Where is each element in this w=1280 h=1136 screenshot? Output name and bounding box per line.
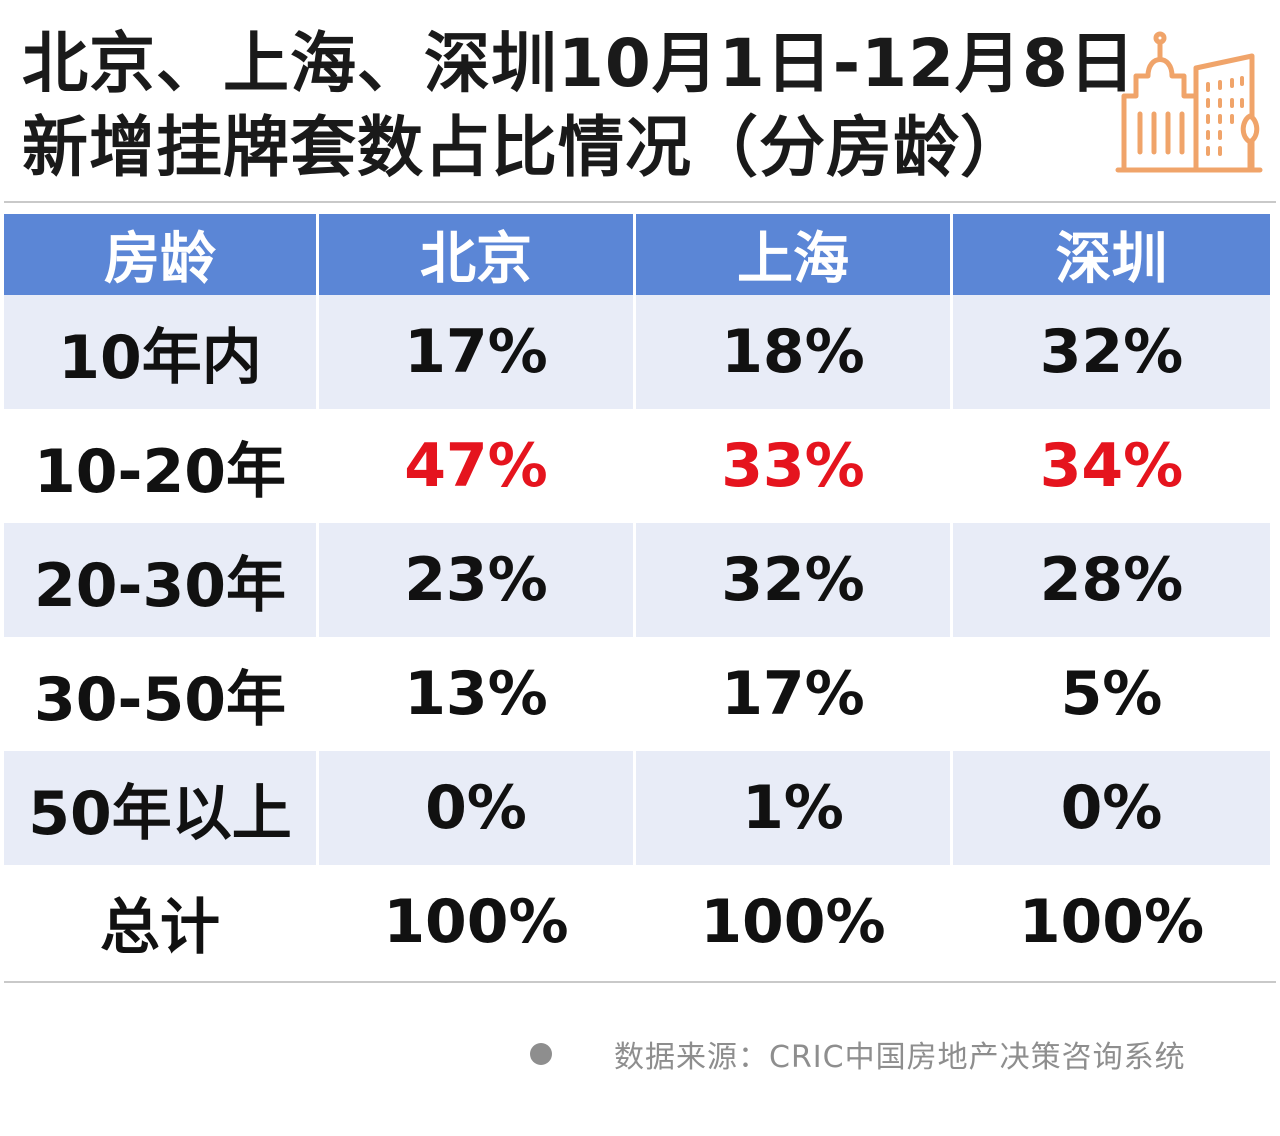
source-text: 数据来源：CRIC中国房地产决策咨询系统 — [614, 1040, 1186, 1075]
shanghai-value: 32% — [636, 523, 953, 637]
beijing-value-highlight: 47% — [319, 409, 636, 523]
table-header-row: 房龄 北京 上海 深圳 — [4, 214, 1270, 295]
shenzhen-value-highlight: 34% — [953, 409, 1270, 523]
shenzhen-value: 28% — [953, 523, 1270, 637]
bullet-dot-icon — [530, 1043, 552, 1065]
bottom-divider — [4, 981, 1276, 983]
title-divider — [4, 201, 1276, 203]
beijing-value: 17% — [319, 295, 636, 409]
row-label: 30-50年 — [4, 637, 319, 751]
row-label: 10年内 — [4, 295, 319, 409]
shanghai-value: 17% — [636, 637, 953, 751]
source-note: 数据来源：CRIC中国房地产决策咨询系统 — [530, 1034, 1260, 1075]
shanghai-value: 18% — [636, 295, 953, 409]
shanghai-value: 1% — [636, 751, 953, 865]
table-row: 30-50年 13% 17% 5% — [4, 637, 1270, 751]
page-title: 北京、上海、深圳10月1日-12月8日 新增挂牌套数占比情况（分房龄） — [22, 22, 1136, 190]
shanghai-value-highlight: 33% — [636, 409, 953, 523]
age-share-table: 房龄 北京 上海 深圳 10年内 17% 18% 32% 10-20年 47% … — [4, 214, 1270, 979]
header-age: 房龄 — [4, 214, 319, 295]
table-row: 50年以上 0% 1% 0% — [4, 751, 1270, 865]
shenzhen-value: 32% — [953, 295, 1270, 409]
shenzhen-value: 5% — [953, 637, 1270, 751]
shanghai-value: 100% — [636, 865, 953, 979]
table-row-total: 总计 100% 100% 100% — [4, 865, 1270, 979]
title-line-1: 北京、上海、深圳10月1日-12月8日 — [22, 25, 1136, 102]
row-label: 10-20年 — [4, 409, 319, 523]
header-beijing: 北京 — [319, 214, 636, 295]
header-shanghai: 上海 — [636, 214, 953, 295]
building-icon — [1115, 31, 1263, 173]
title-line-2: 新增挂牌套数占比情况（分房龄） — [22, 109, 1027, 186]
beijing-value: 0% — [319, 751, 636, 865]
table-row: 10-20年 47% 33% 34% — [4, 409, 1270, 523]
table-row: 10年内 17% 18% 32% — [4, 295, 1270, 409]
beijing-value: 23% — [319, 523, 636, 637]
header-shenzhen: 深圳 — [953, 214, 1270, 295]
row-label: 50年以上 — [4, 751, 319, 865]
beijing-value: 13% — [319, 637, 636, 751]
table-row: 20-30年 23% 32% 28% — [4, 523, 1270, 637]
row-label: 总计 — [4, 865, 319, 979]
row-label: 20-30年 — [4, 523, 319, 637]
shenzhen-value: 0% — [953, 751, 1270, 865]
shenzhen-value: 100% — [953, 865, 1270, 979]
beijing-value: 100% — [319, 865, 636, 979]
